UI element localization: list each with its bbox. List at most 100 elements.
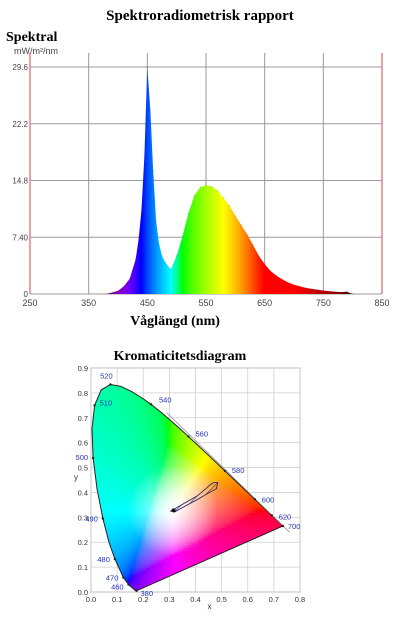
locus-wavelength-label: 490 [85, 515, 98, 524]
measured-chromaticity-point [171, 508, 176, 513]
locus-wavelength-label: 620 [279, 512, 292, 521]
locus-tick-mark [253, 498, 256, 501]
locus-wavelength-label: 480 [97, 555, 110, 564]
chromaticity-y-tick-label: 0.3 [78, 513, 88, 522]
chromaticity-x-tick-label: 0.1 [112, 595, 122, 604]
spectrum-data-point [181, 235, 184, 238]
chromaticity-y-tick-label: 0.4 [78, 488, 88, 497]
spectrum-data-point [293, 284, 295, 286]
chromaticity-x-axis-label: x [208, 602, 212, 611]
spectrum-data-point [158, 243, 160, 245]
locus-tick-mark [149, 403, 153, 406]
spectrum-data-point [123, 285, 125, 287]
spectrum-data-point [155, 220, 157, 222]
locus-wavelength-label: 460 [111, 583, 124, 592]
spectrum-x-tick-label: 850 [374, 298, 389, 308]
spectrum-y-label: Spektral [6, 30, 58, 45]
spectrum-x-tick-label: 250 [22, 298, 37, 308]
locus-tick-mark [127, 583, 130, 586]
chromaticity-y-tick-label: 0.9 [78, 364, 88, 373]
spectrum-data-point [149, 109, 151, 111]
locus-tick-mark [91, 456, 95, 460]
spectrum-data-point [199, 186, 201, 188]
chromaticity-x-tick-label: 0.2 [138, 595, 148, 604]
spectrum-data-point [346, 291, 348, 293]
spectrum-data-point [193, 195, 195, 197]
chromaticity-x-tick-label: 0.8 [295, 595, 305, 604]
locus-tick-mark [270, 514, 273, 517]
spectrum-y-tick-label: 22.2 [12, 120, 28, 129]
spectrum-data-point [152, 170, 154, 172]
chromaticity-y-tick-label: 0.5 [78, 464, 88, 473]
spectrum-data-point [176, 255, 178, 257]
spectrum-data-point [246, 233, 248, 235]
chromaticity-y-tick-label: 0.1 [78, 563, 88, 572]
locus-wavelength-label: 600 [262, 495, 275, 504]
spectrum-x-label: Våglängd (nm) [130, 314, 220, 329]
spectrum-data-point [223, 197, 225, 199]
locus-tick-mark [223, 469, 227, 473]
spectrum-data-point [340, 291, 342, 293]
chromaticity-x-tick-label: 0.3 [164, 595, 174, 604]
locus-wavelength-label: 520 [100, 372, 113, 381]
locus-wavelength-label: 560 [196, 430, 209, 439]
chromaticity-x-tick-label: 0.5 [216, 595, 226, 604]
chromaticity-y-axis-label: y [74, 473, 78, 482]
chromaticity-y-tick-label: 0.7 [78, 414, 88, 423]
spectrum-data-point [105, 293, 107, 295]
spectrum-data-point [211, 186, 213, 188]
locus-tick-mark [122, 576, 125, 579]
spectrum-data-point [129, 278, 131, 280]
spectrum-data-point [228, 205, 231, 207]
locus-tick-mark [281, 524, 285, 528]
spectrum-data-point [258, 255, 260, 257]
locus-wavelength-label: 510 [100, 398, 113, 407]
spectrum-data-point [234, 215, 236, 217]
spectrum-data-point [328, 290, 330, 292]
spectrum-data-point [252, 244, 254, 246]
spectrum-y-tick-label: 7.40 [12, 233, 28, 242]
spectrum-unit-label: mW/m²/nm [14, 46, 58, 56]
locus-tick-mark [109, 383, 112, 386]
spectrum-x-tick-label: 450 [140, 298, 155, 308]
chromaticity-x-tick-label: 0.6 [243, 595, 253, 604]
locus-wavelength-label: 470 [106, 574, 119, 583]
spectrum-data-point [240, 224, 242, 226]
spectrum-x-tick-label: 350 [81, 298, 96, 308]
spectrum-data-point [269, 270, 272, 272]
spectrum-data-point [187, 212, 189, 215]
locus-tick-mark [187, 435, 190, 438]
chromaticity-title: Kromaticitetsdiagram [113, 349, 247, 364]
spectrum-data-point [217, 189, 219, 192]
spectrum-y-tick-label: 0 [24, 290, 29, 299]
locus-wavelength-label: 540 [159, 395, 172, 404]
spectrum-x-tick-label: 650 [257, 298, 272, 308]
locus-wavelength-label: 380 [141, 589, 154, 598]
spectrum-data-point [275, 275, 277, 277]
chromaticity-x-tick-label: 0.4 [190, 595, 200, 604]
color-tolerance-region [169, 482, 219, 513]
spectrum-data-point [316, 289, 319, 291]
chromaticity-y-tick-label: 0.8 [78, 389, 88, 398]
report-title: Spektroradiometrisk rapport [106, 8, 294, 24]
spectrum-y-tick-label: 29.6 [12, 63, 28, 72]
spectrum-data-point [140, 209, 143, 211]
spectrum-area [106, 67, 353, 294]
chromaticity-x-tick-label: 0.7 [269, 595, 279, 604]
chromaticity-y-tick-label: 0.6 [78, 439, 88, 448]
locus-tick-mark [101, 517, 105, 520]
spectrum-data-point [164, 261, 166, 263]
locus-edge-line [166, 412, 290, 533]
spectrum-data-point [170, 268, 172, 271]
locus-wavelength-label: 500 [76, 453, 89, 462]
spectrum-data-point [281, 278, 283, 280]
spectral-locus [91, 383, 284, 592]
spectrum-y-tick-label: 14.8 [12, 177, 28, 186]
spectrum-data-point [205, 184, 207, 186]
chromaticity-x-tick-label: 0.0 [86, 595, 96, 604]
spectrum-data-point [143, 155, 145, 157]
locus-wavelength-label: 700 [288, 522, 301, 531]
spectrum-data-point [146, 66, 148, 68]
